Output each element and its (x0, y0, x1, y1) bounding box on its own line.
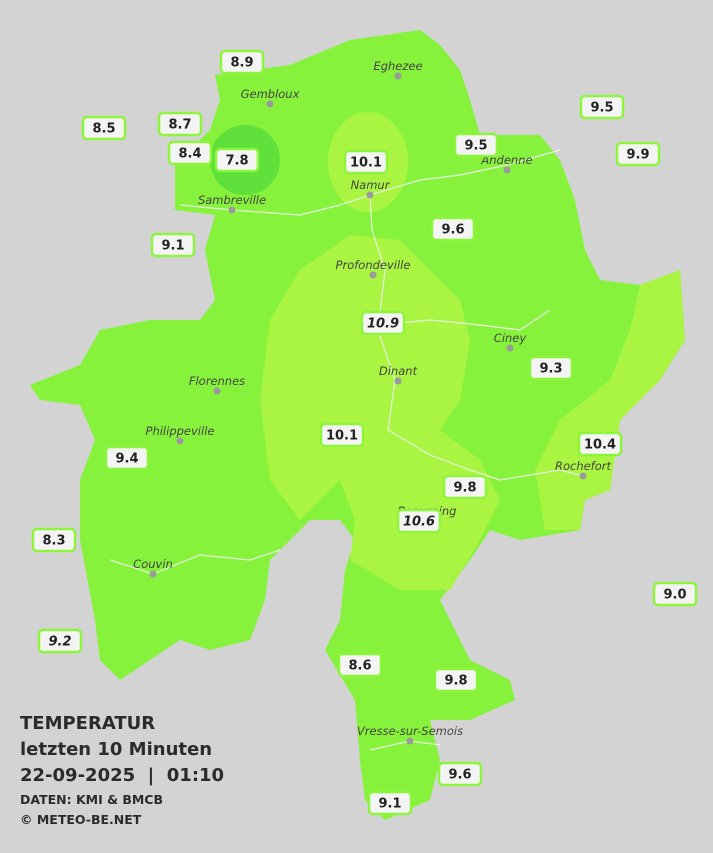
city-label: Vresse-sur-Semois (357, 724, 463, 738)
station-temperature: 9.8 (453, 481, 476, 496)
station-box (219, 49, 265, 75)
city-label: Couvin (133, 557, 173, 571)
station-temperature: 8.9 (230, 56, 253, 71)
station-box (433, 667, 479, 693)
city-label: Gembloux (241, 87, 300, 101)
city-dot (406, 737, 414, 745)
station-temperature: 9.5 (590, 101, 613, 116)
city-label: Namur (351, 178, 391, 192)
station-box (577, 431, 623, 457)
station-temperature: 9.6 (441, 223, 464, 238)
city-dot (579, 472, 587, 480)
station-temperature: 9.2 (48, 635, 71, 650)
station-box (367, 790, 413, 816)
legend-datetime: 22-09-2025 | 01:10 (20, 765, 224, 786)
station-temperature: 9.1 (161, 239, 184, 254)
station-box (652, 581, 698, 607)
legend-period: letzten 10 Minuten (20, 739, 212, 760)
station-box (343, 149, 389, 175)
station-box (437, 761, 483, 787)
station-box (396, 508, 442, 534)
city-dot (506, 344, 514, 352)
station-box (167, 140, 213, 166)
city-label: Rochefort (555, 459, 612, 473)
station-box (37, 628, 83, 654)
station-temperature: 10.9 (367, 317, 399, 332)
station-temperature: 8.3 (42, 534, 65, 549)
station-box (150, 232, 196, 258)
station-box (615, 141, 661, 167)
station-box (214, 147, 260, 173)
station-temperature: 8.5 (92, 122, 115, 137)
city-dot (394, 72, 402, 80)
city-label: Ciney (494, 331, 527, 345)
city-label: Eghezee (373, 59, 422, 73)
station-temperature: 8.6 (348, 659, 371, 674)
city-dot (213, 387, 221, 395)
station-temperature: 9.5 (464, 139, 487, 154)
city-label: Sambreville (198, 193, 266, 207)
station-temperature: 9.9 (626, 148, 649, 163)
station-box (337, 652, 383, 678)
warm-zone (260, 235, 500, 590)
station-box (442, 474, 488, 500)
station-temperature: 10.4 (584, 438, 616, 453)
station-temperature: 9.8 (444, 674, 467, 689)
legend-source: DATEN: KMI & BMCB (20, 792, 163, 807)
station-box (319, 422, 365, 448)
legend-copyright: © METEO-BE.NET (20, 812, 142, 827)
station-box (430, 216, 476, 242)
city-label: Philippeville (146, 424, 215, 438)
city-dot (149, 570, 157, 578)
city-dot (503, 166, 511, 174)
city-label: Florennes (189, 374, 245, 388)
station-box (360, 310, 406, 336)
station-temperature: 9.4 (115, 452, 138, 467)
city-dot (228, 206, 236, 214)
station-temperature: 10.6 (403, 515, 435, 530)
city-dot (266, 100, 274, 108)
city-dot (394, 377, 402, 385)
station-temperature: 7.8 (225, 154, 248, 169)
station-temperature: 10.1 (326, 429, 358, 444)
city-label: Dinant (379, 364, 418, 378)
city-dot (176, 437, 184, 445)
station-box (31, 527, 77, 553)
station-box (104, 445, 150, 471)
station-box (579, 94, 625, 120)
station-temperature: 8.7 (168, 118, 191, 133)
city-dot (369, 271, 377, 279)
station-temperature: 9.3 (539, 362, 562, 377)
station-box (453, 132, 499, 158)
station-box (81, 115, 127, 141)
station-temperature: 8.4 (178, 147, 201, 162)
legend-title: TEMPERATUR (20, 713, 155, 734)
station-temperature: 9.0 (663, 588, 686, 603)
station-box (157, 111, 203, 137)
city-dot (366, 191, 374, 199)
station-temperature: 10.1 (350, 156, 382, 171)
station-temperature: 9.1 (378, 797, 401, 812)
station-temperature: 9.6 (448, 768, 471, 783)
station-box (528, 355, 574, 381)
warm-zone (535, 270, 685, 530)
city-label: Profondeville (336, 258, 411, 272)
